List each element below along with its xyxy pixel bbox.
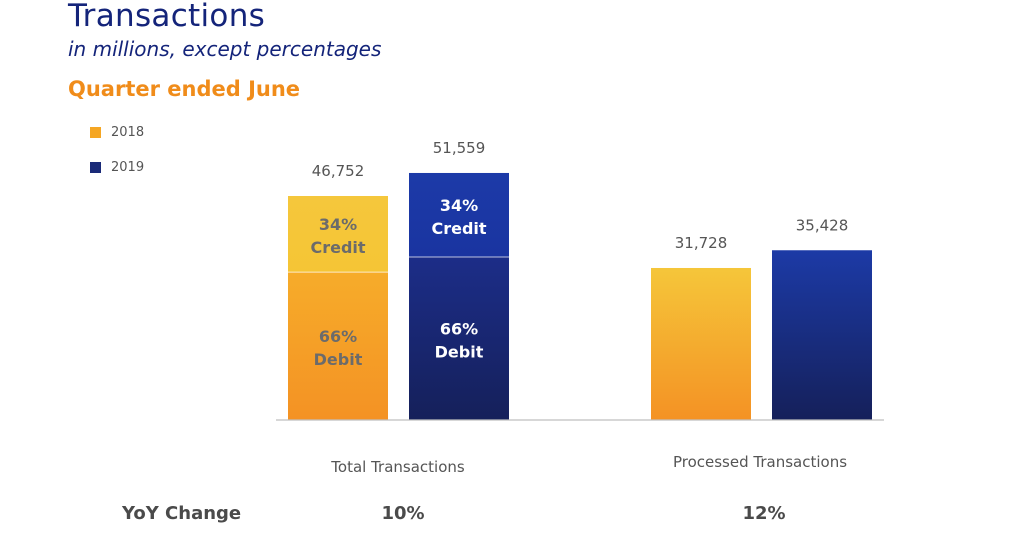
chart-subtitle: in millions, except percentages bbox=[68, 37, 382, 61]
segment-name-2018-debit: Debit bbox=[314, 350, 363, 369]
bar-2019-credit bbox=[409, 172, 509, 257]
legend: 2018 2019 bbox=[90, 122, 144, 192]
legend-label-2019: 2019 bbox=[111, 159, 145, 175]
segment-pct-2018-credit: 34% bbox=[319, 215, 357, 234]
bar-2018-credit bbox=[288, 196, 388, 273]
chart-title: Transactions bbox=[68, 0, 266, 34]
yoy-value-total: 10% bbox=[381, 503, 425, 524]
value-label-2019-0: 51,559 bbox=[433, 139, 486, 157]
bar-2018-1 bbox=[651, 267, 751, 420]
legend-swatch-2018 bbox=[90, 126, 101, 138]
period-label: Quarter ended June bbox=[68, 77, 301, 101]
segment-pct-2019-credit: 34% bbox=[440, 196, 478, 215]
yoy-value-processed: 12% bbox=[742, 503, 786, 524]
segment-name-2019-credit: Credit bbox=[431, 219, 486, 238]
category-label-1: Processed Transactions bbox=[673, 453, 847, 471]
bar-2019-debit bbox=[409, 256, 509, 420]
value-label-2019-1: 35,428 bbox=[796, 216, 849, 234]
segment-name-2019-debit: Debit bbox=[435, 342, 484, 361]
segment-pct-2019-debit: 66% bbox=[440, 319, 478, 338]
bar-2019-1 bbox=[772, 250, 872, 420]
segment-pct-2018-debit: 66% bbox=[319, 327, 357, 346]
category-label-0: Total Transactions bbox=[330, 458, 465, 476]
legend-item-2018: 2018 bbox=[90, 122, 144, 142]
value-label-2018-1: 31,728 bbox=[675, 234, 728, 252]
legend-label-2018: 2018 bbox=[111, 124, 145, 140]
bar-2018-debit bbox=[288, 272, 388, 420]
legend-item-2019: 2019 bbox=[90, 157, 144, 177]
value-label-2018-0: 46,752 bbox=[312, 162, 365, 180]
legend-swatch-2019 bbox=[90, 161, 101, 173]
segment-name-2018-credit: Credit bbox=[310, 238, 365, 257]
yoy-label: YoY Change bbox=[122, 503, 242, 524]
